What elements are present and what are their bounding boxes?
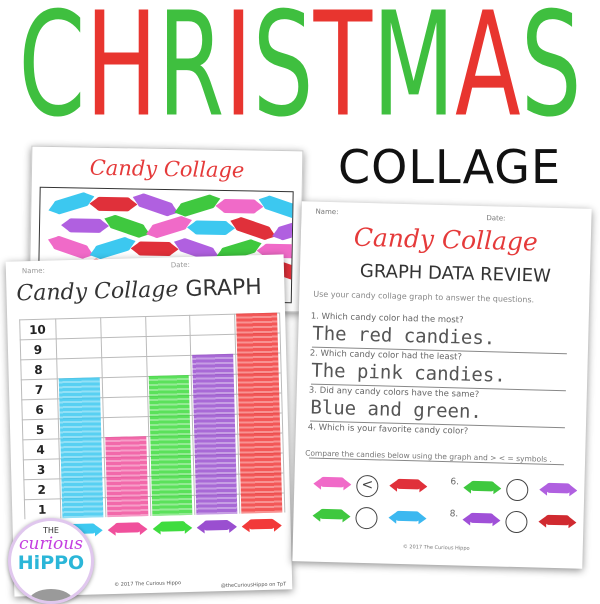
comparison-circle[interactable]	[505, 478, 529, 502]
title-letter: S	[520, 0, 582, 149]
graph-title: Candy Collage GRAPH	[16, 275, 262, 306]
review-sheet: Name: Date: Candy Collage GRAPH DATA REV…	[292, 201, 592, 569]
row-label: 2	[37, 482, 47, 497]
candy-icon	[150, 215, 188, 239]
comparison-circle[interactable]	[355, 506, 378, 530]
candy-icon	[159, 521, 186, 532]
candy-icon	[94, 236, 131, 260]
comparison-number: 8.	[449, 509, 459, 520]
candy-icon	[320, 476, 345, 488]
collage-subtitle: COLLAGE	[338, 140, 562, 194]
title-letter: T	[313, 0, 373, 149]
comparison-circle[interactable]	[505, 510, 528, 534]
row-label: 8	[34, 362, 43, 377]
row-label: 5	[35, 422, 45, 437]
candy-icon	[53, 191, 90, 216]
candy-icon	[395, 510, 420, 522]
row-label: 7	[34, 382, 44, 397]
candy-icon	[203, 519, 231, 531]
title-letter: I	[224, 0, 253, 149]
candy-icon	[470, 480, 495, 492]
bar-1	[105, 436, 148, 518]
candy-icon	[263, 194, 294, 220]
bar-2	[148, 374, 193, 516]
candy-icon	[67, 218, 103, 233]
row-label: 6	[35, 402, 44, 417]
hippo-icon	[29, 589, 73, 601]
candy-icon	[319, 508, 344, 520]
comparison-circle[interactable]: <	[356, 474, 379, 498]
bar-3	[192, 353, 238, 515]
row-label: 1	[37, 502, 47, 517]
row-label: 10	[28, 322, 46, 338]
review-title-script: Candy Collage	[353, 222, 539, 257]
candy-icon	[546, 482, 571, 494]
logo-line1: THE	[43, 526, 59, 535]
title-letter: R	[157, 0, 225, 149]
row-label: 3	[36, 462, 46, 477]
candy-icon	[248, 518, 275, 530]
candy-icon	[545, 514, 570, 526]
candy-icon	[193, 220, 229, 236]
bar-4	[236, 312, 283, 514]
row-label: 4	[36, 442, 45, 457]
row-label: 9	[33, 342, 43, 357]
title-letter: A	[455, 0, 521, 149]
instructions: Use your candy collage graph to answer t…	[313, 289, 535, 305]
title-letter: C	[18, 0, 86, 149]
title-letter: H	[85, 0, 158, 149]
bar-0	[58, 377, 104, 519]
copyright: © 2017 The Curious Hippo	[114, 580, 182, 588]
candy-icon	[52, 235, 90, 260]
candy-icon	[234, 216, 272, 241]
sheet-title: Candy Collage	[89, 155, 245, 183]
graph-title-caps: GRAPH	[185, 275, 263, 302]
date-label: Date:	[170, 260, 191, 270]
curious-hippo-logo: THE curious HiPPO	[8, 518, 94, 604]
candy-icon	[114, 522, 141, 533]
candy-icon	[137, 192, 174, 217]
title-letter: M	[372, 0, 456, 149]
graph-title-script: Candy Collage	[16, 277, 179, 307]
comparison-number: 6.	[450, 477, 460, 488]
candy-icon	[469, 512, 494, 524]
logo-line2: curious	[19, 534, 83, 554]
copyright: © 2017 The Curious Hippo	[402, 544, 470, 552]
name-label: Name:	[21, 266, 46, 276]
candy-icon	[179, 193, 216, 218]
bar-graph-grid: 10 9 8 7 6 5 4 3 2 1	[19, 312, 286, 535]
logo-line3: HiPPO	[17, 552, 85, 574]
candy-icon	[396, 478, 421, 490]
review-title-caps: GRAPH DATA REVIEW	[359, 260, 552, 287]
candy-icon	[222, 198, 257, 214]
title-letter: S	[252, 0, 314, 149]
candy-icon	[108, 214, 146, 239]
date-label: Date:	[486, 214, 506, 223]
candy-icon	[96, 196, 131, 212]
credit: @theCuriousHippo on TpT	[220, 581, 287, 590]
candy-icon	[137, 241, 172, 257]
candy-icon	[276, 217, 294, 241]
name-label: Name:	[315, 207, 339, 217]
